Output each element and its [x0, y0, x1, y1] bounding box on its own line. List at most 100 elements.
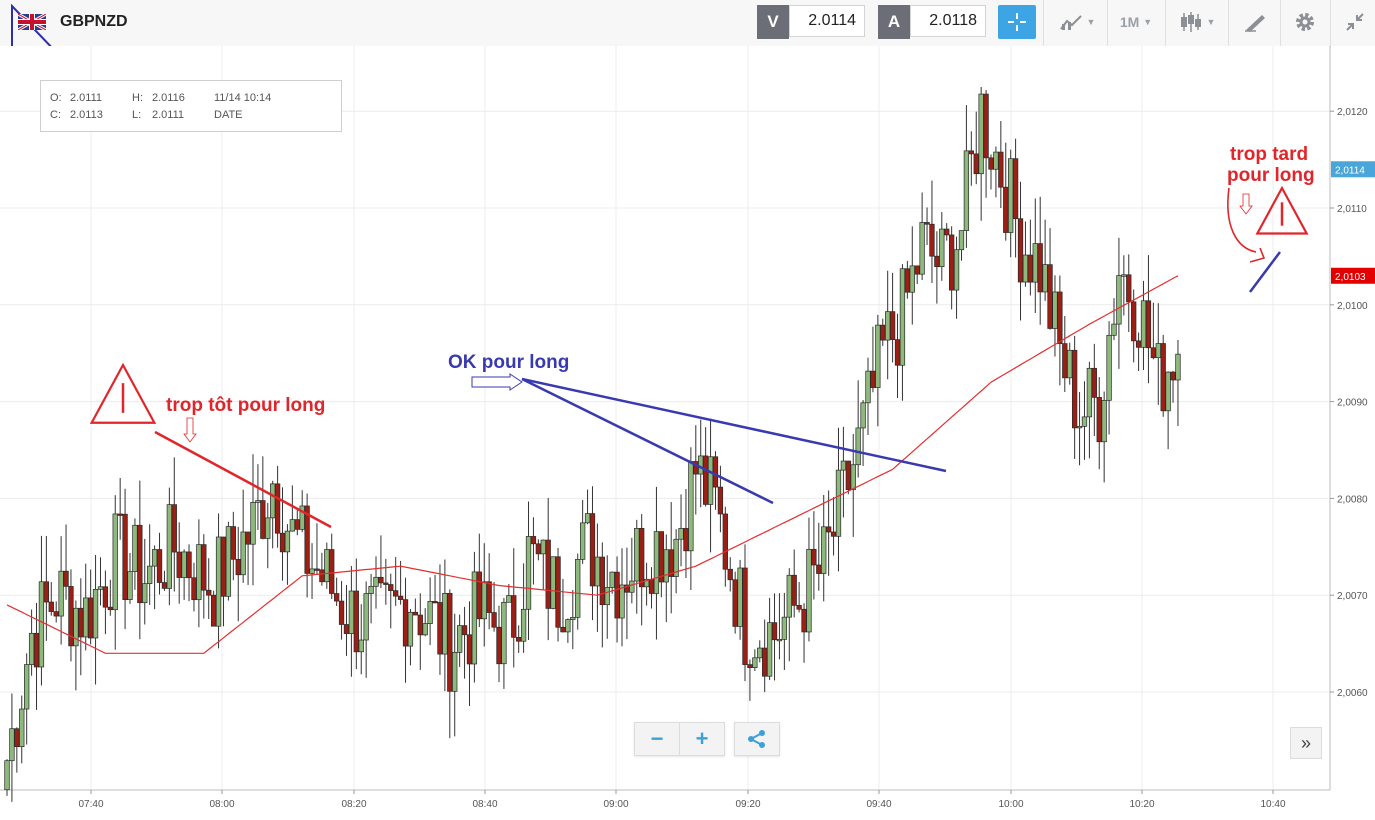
candle-body	[270, 483, 276, 519]
bid-quote[interactable]: V 2.0114	[757, 5, 865, 39]
candle-body	[38, 581, 45, 668]
candle-body	[383, 582, 389, 585]
ohlc-high-label: H:	[132, 92, 143, 104]
candle-body	[186, 551, 192, 579]
candle-body	[747, 664, 753, 668]
candle-body	[338, 600, 345, 625]
candle-body	[1135, 340, 1142, 348]
ohlc-date-label: DATE	[214, 109, 243, 121]
scroll-right-button[interactable]: »	[1290, 727, 1322, 759]
candle-body	[944, 228, 950, 236]
candle-body	[255, 500, 261, 503]
candle-body	[14, 728, 20, 747]
bid-value: 2.0114	[789, 5, 865, 37]
candle-body	[225, 526, 232, 597]
candle-body	[215, 536, 222, 627]
zoom-in-button[interactable]: +	[680, 723, 724, 755]
right-arrow-icon	[471, 373, 523, 391]
x-tick-label: 09:20	[735, 799, 760, 810]
crosshair-button[interactable]	[998, 5, 1036, 39]
candle-body	[294, 519, 300, 530]
candle-body	[486, 581, 492, 613]
x-tick-label: 08:20	[341, 799, 366, 810]
timeframe-button[interactable]: 1M ▼	[1119, 14, 1153, 30]
share-button[interactable]	[735, 723, 779, 755]
candle-body	[609, 571, 615, 588]
candle-body	[1155, 343, 1161, 359]
scroll-right-icon: »	[1300, 732, 1311, 753]
candle-body	[560, 626, 566, 633]
drawing-button[interactable]	[1238, 5, 1272, 39]
ohlc-low-label: L:	[132, 109, 142, 121]
candle-body	[1081, 416, 1088, 427]
candle-body	[1121, 274, 1127, 277]
annotation-line-early	[154, 430, 332, 529]
candle-body	[1096, 397, 1102, 443]
candle-body	[422, 623, 428, 636]
ask-quote[interactable]: A 2.0118	[878, 5, 986, 39]
candle-body	[147, 565, 153, 585]
chart-type-button[interactable]: ▼	[1172, 5, 1222, 39]
candle-body	[1062, 343, 1068, 379]
candle-body	[289, 519, 296, 532]
candle-body	[442, 593, 448, 655]
indicators-button[interactable]: ▼	[1052, 5, 1102, 39]
y-tick-label: 2,0080	[1337, 494, 1368, 505]
candle-body	[92, 589, 99, 639]
candle-body	[274, 483, 281, 534]
candle-body	[939, 228, 945, 268]
candle-body	[1008, 158, 1014, 233]
candle-body	[156, 549, 163, 583]
candle-body	[835, 469, 842, 537]
candle-body	[161, 582, 168, 589]
candle-body	[132, 524, 138, 572]
settings-button[interactable]	[1288, 5, 1322, 39]
candle-body	[1101, 399, 1107, 443]
candle-body	[516, 637, 522, 642]
candle-body	[171, 504, 177, 553]
y-tick-label: 2,0060	[1337, 688, 1368, 699]
x-tick-label: 09:00	[603, 799, 628, 810]
candle-body	[722, 513, 728, 570]
candle-body	[963, 150, 970, 231]
candle-body	[742, 567, 748, 665]
candle-body	[1086, 367, 1093, 418]
price-chart[interactable]: 2,0060 2,0070 2,0080 2,0090 2,0100 2,0110 2,01…	[0, 46, 1375, 820]
candle-body	[83, 597, 89, 638]
candle-body	[407, 611, 414, 647]
candle-body	[973, 153, 979, 175]
candle-body	[1047, 264, 1053, 329]
candle-body	[314, 568, 320, 571]
warning-triangle-right	[1255, 185, 1309, 235]
candle-body	[525, 536, 532, 610]
candle-body	[1032, 243, 1038, 283]
candle-body	[9, 728, 15, 762]
candle-body	[1076, 426, 1083, 429]
symbol-title: GBPNZD	[60, 13, 128, 30]
warning-triangle-left	[89, 362, 157, 424]
candle-body	[363, 593, 369, 641]
crosshair-icon	[1008, 13, 1026, 31]
candle-body	[378, 576, 384, 584]
candle-body	[279, 532, 286, 553]
x-tick-label: 08:40	[472, 799, 497, 810]
candle-body	[752, 657, 758, 668]
candle-body	[1111, 323, 1117, 336]
candle-body	[998, 151, 1004, 188]
candle-body	[830, 531, 837, 537]
candle-body	[520, 608, 527, 642]
zoom-out-icon: −	[650, 726, 664, 751]
zoom-out-button[interactable]: −	[635, 723, 680, 755]
candle-body	[899, 268, 906, 366]
candle-body	[112, 513, 118, 611]
candle-body	[151, 549, 158, 567]
candle-body	[840, 460, 847, 471]
candle-body	[806, 548, 812, 633]
x-tick-label: 07:40	[78, 799, 103, 810]
candlestick-icon	[1180, 12, 1201, 32]
fullscreen-button[interactable]	[1338, 5, 1372, 39]
candle-body	[24, 664, 30, 710]
toolbar: GBPNZD V 2.0114 A 2.0118 ▼ 1M ▼ ▼	[0, 0, 1375, 55]
candle-body	[142, 583, 148, 604]
candle-body	[988, 157, 994, 170]
